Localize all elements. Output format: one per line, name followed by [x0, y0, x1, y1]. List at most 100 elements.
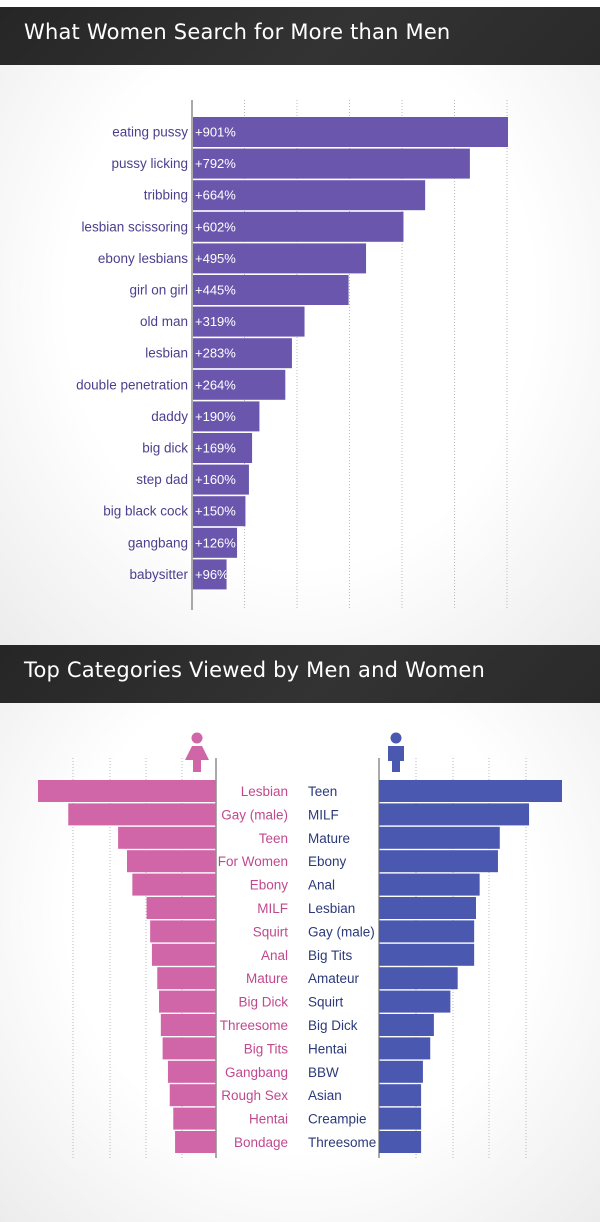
- men-bar: [379, 920, 475, 943]
- category-label: daddy: [151, 409, 188, 424]
- bar: [193, 527, 238, 558]
- bar-value-label: +792%: [195, 156, 236, 171]
- section2-panel: Lesbian Gay (male) Teen For Women Ebony MILF S…: [0, 703, 600, 1222]
- women-bar: [127, 850, 216, 873]
- women-bar: [167, 1060, 216, 1083]
- men-category-label: MILF: [308, 807, 339, 822]
- bar: [193, 496, 246, 527]
- men-category-label: Gay (male): [308, 924, 375, 939]
- category-label: lesbian scissoring: [81, 219, 188, 234]
- women-bar: [157, 967, 216, 990]
- women-bar: [132, 873, 216, 896]
- bar-value-label: +602%: [195, 219, 236, 234]
- section1-panel: +901% eating pussy +792% pussy licking +664%…: [0, 65, 600, 645]
- women-category-label: For Women: [218, 854, 288, 869]
- bar-value-label: +150%: [195, 504, 236, 519]
- bar: [193, 401, 260, 432]
- bar: [193, 180, 426, 211]
- bar-value-label: +160%: [195, 472, 236, 487]
- bar: [193, 338, 292, 369]
- women-category-label: Squirt: [253, 924, 289, 939]
- men-bar: [379, 850, 498, 873]
- men-bar: [379, 1084, 422, 1107]
- bar: [193, 275, 349, 305]
- section2-title: Top Categories Viewed by Men and Women: [24, 658, 486, 682]
- women-bar: [146, 897, 216, 919]
- bar-value-label: +190%: [195, 409, 236, 424]
- women-category-label: Gay (male): [221, 807, 288, 822]
- men-bar: [379, 873, 480, 896]
- category-label: pussy licking: [111, 156, 188, 171]
- male-figure-icon: [388, 732, 404, 772]
- women-category-label: Lesbian: [241, 784, 288, 799]
- bar: [193, 148, 470, 179]
- women-bar: [38, 780, 216, 802]
- bar: [193, 559, 227, 590]
- women-category-label: Threesome: [220, 1018, 288, 1033]
- men-category-label: Ebony: [308, 854, 347, 869]
- bar-value-label: +901%: [195, 125, 236, 140]
- bar: [193, 464, 249, 495]
- category-label: lesbian: [145, 346, 188, 361]
- category-label: big dick: [142, 441, 188, 456]
- women-bar: [173, 1107, 216, 1130]
- bar-value-label: +96%: [195, 567, 229, 582]
- women-category-label: Big Tits: [244, 1041, 289, 1056]
- men-category-label: Big Tits: [308, 948, 353, 963]
- women-bar: [175, 1131, 216, 1153]
- men-category-label: Amateur: [308, 971, 360, 986]
- bar-value-label: +126%: [195, 535, 236, 550]
- bar-value-label: +445%: [195, 283, 236, 298]
- women-category-label: Hentai: [249, 1112, 288, 1127]
- women-category-label: Gangbang: [225, 1065, 288, 1080]
- women-bar: [68, 803, 216, 826]
- women-bar: [159, 990, 216, 1013]
- men-bar: [379, 967, 458, 990]
- category-label: babysitter: [129, 567, 188, 582]
- women-bar: [150, 920, 216, 943]
- category-label: gangbang: [128, 535, 188, 550]
- women-bar: [160, 1014, 216, 1036]
- category-label: tribbing: [144, 188, 188, 203]
- men-category-label: Mature: [308, 831, 350, 846]
- men-bar: [379, 1131, 422, 1153]
- men-bar: [379, 943, 475, 966]
- women-category-label: Anal: [261, 948, 288, 963]
- men-bar: [379, 803, 530, 826]
- men-category-label: Lesbian: [308, 901, 355, 916]
- men-category-label: BBW: [308, 1065, 339, 1080]
- bar-value-label: +264%: [195, 377, 236, 392]
- section1-title: What Women Search for More than Men: [24, 20, 451, 44]
- bar: [193, 369, 286, 400]
- top-categories-chart: Lesbian Gay (male) Teen For Women Ebony MILF S…: [38, 732, 562, 1158]
- category-label: girl on girl: [129, 283, 188, 298]
- men-category-label: Big Dick: [308, 1018, 358, 1033]
- bar-value-label: +319%: [195, 314, 236, 329]
- bar: [193, 211, 404, 242]
- men-category-label: Squirt: [308, 995, 344, 1010]
- women-bar: [162, 1037, 216, 1060]
- category-label: eating pussy: [112, 125, 188, 140]
- women-bar: [118, 826, 216, 849]
- category-label: step dad: [136, 472, 188, 487]
- women-category-label: Rough Sex: [221, 1088, 288, 1103]
- bar-value-label: +495%: [195, 251, 236, 266]
- women-category-label: Big Dick: [238, 995, 288, 1010]
- men-category-label: Anal: [308, 878, 335, 893]
- category-label: old man: [140, 314, 188, 329]
- women-bar: [151, 943, 216, 966]
- men-category-label: Threesome: [308, 1135, 376, 1150]
- women-bar: [169, 1084, 216, 1107]
- women-search-chart: +901% eating pussy +792% pussy licking +664%…: [76, 100, 508, 610]
- bar-value-label: +664%: [195, 188, 236, 203]
- men-category-label: Creampie: [308, 1112, 367, 1127]
- section1-banner: What Women Search for More than Men: [0, 7, 600, 65]
- bar: [193, 433, 253, 463]
- men-bar: [379, 826, 500, 849]
- bar-value-label: +283%: [195, 346, 236, 361]
- women-category-label: Teen: [259, 831, 288, 846]
- women-category-label: Bondage: [234, 1135, 288, 1150]
- category-label: big black cock: [103, 504, 188, 519]
- category-label: double penetration: [76, 377, 188, 392]
- female-figure-icon: [185, 732, 209, 772]
